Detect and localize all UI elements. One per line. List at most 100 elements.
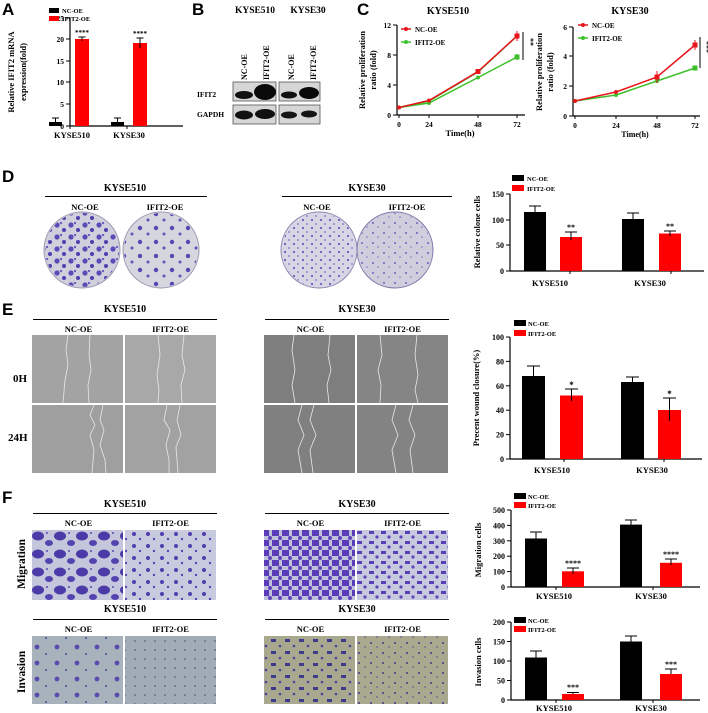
transwell-images (32, 530, 448, 704)
svg-text:NC-OE: NC-OE (528, 618, 549, 625)
svg-text:Migration: Migration (16, 538, 28, 588)
svg-text:IFIT2-OE: IFIT2-OE (62, 16, 90, 23)
svg-text:2: 2 (563, 82, 567, 91)
d-col-nc-510: NC-OE (71, 202, 99, 212)
svg-text:Time(h): Time(h) (445, 128, 474, 138)
svg-text:6: 6 (563, 23, 567, 32)
d-col-nc-30: NC-OE (303, 202, 331, 212)
svg-text:150: 150 (492, 190, 504, 199)
svg-text:IFIT2: IFIT2 (197, 90, 216, 99)
colony-plates (43, 211, 434, 289)
f-mig-col-ifit2-30: IFIT2-OE (384, 518, 421, 528)
svg-text:*: * (667, 389, 672, 399)
svg-text:72: 72 (691, 121, 699, 130)
f-row-migration: Migration (16, 538, 28, 588)
d-col-ifit2-510: IFIT2-OE (146, 202, 184, 212)
f-inv-col-nc-30: NC-OE (296, 624, 325, 634)
svg-text:KYSE30: KYSE30 (635, 591, 667, 600)
svg-text:300: 300 (493, 537, 505, 546)
svg-text:0: 0 (387, 111, 391, 120)
svg-text:100: 100 (493, 657, 505, 666)
legend-a-ifit2-swatch (49, 16, 59, 21)
svg-text:0: 0 (500, 455, 504, 464)
svg-text:KYSE510: KYSE510 (536, 591, 572, 600)
svg-text:Relative proliferation: Relative proliferation (534, 33, 544, 111)
svg-text:15: 15 (57, 57, 65, 66)
svg-text:KYSE510: KYSE510 (536, 703, 572, 713)
svg-text:KYSE30: KYSE30 (636, 465, 668, 475)
panel-label-a: A (2, 0, 15, 19)
svg-text:72: 72 (513, 120, 521, 129)
e-header-kyse30: KYSE30 (338, 304, 376, 315)
f-mig-header-kyse510: KYSE510 (103, 499, 147, 510)
svg-text:NC-OE: NC-OE (415, 26, 438, 34)
svg-text:IFIT2-OE: IFIT2-OE (528, 627, 556, 634)
bar-a-kyse30-nc (111, 122, 124, 126)
svg-text:IFIT2-OE: IFIT2-OE (528, 503, 556, 510)
svg-text:Relative IFIT2 mRNA: Relative IFIT2 mRNA (6, 31, 16, 113)
svg-text:**: ** (567, 223, 575, 232)
d-header-kyse30: KYSE30 (348, 183, 386, 194)
panel-label-f: F (2, 488, 13, 507)
e-col-ifit2-510: IFIT2-OE (152, 324, 189, 334)
svg-text:80: 80 (496, 357, 504, 366)
d-col-ifit2-30: IFIT2-OE (388, 202, 426, 212)
chart-a-bars: **** **** KYSE510 KYSE30 NC-OE IFIT2-OE … (6, 8, 148, 140)
svg-text:**: ** (666, 222, 674, 231)
f-inv-col-ifit2-30: IFIT2-OE (384, 624, 421, 634)
svg-text:20: 20 (496, 431, 504, 440)
d-header-kyse510: KYSE510 (103, 183, 147, 194)
line-c2-nc (574, 44, 696, 102)
panel-label-d: D (2, 167, 15, 186)
f-inv-col-nc-510: NC-OE (64, 624, 93, 634)
svg-text:Relative proliferation: Relative proliferation (357, 31, 367, 109)
svg-text:KYSE510: KYSE510 (54, 130, 90, 140)
wb-header-kyse30: KYSE30 (290, 6, 326, 16)
svg-text:200: 200 (493, 552, 505, 561)
line-c2-ifit2 (574, 67, 696, 102)
svg-text:KYSE30: KYSE30 (611, 6, 648, 17)
svg-text:0: 0 (397, 120, 401, 129)
svg-text:***: *** (665, 660, 677, 669)
f-mig-col-nc-30: NC-OE (296, 518, 325, 528)
e-col-nc-510: NC-OE (64, 324, 93, 334)
svg-text:20: 20 (57, 35, 65, 44)
svg-text:Migration cells: Migration cells (473, 522, 483, 577)
svg-text:0: 0 (573, 121, 577, 130)
e-row-0h: 0H (13, 373, 28, 385)
chart-e-wound: 0 20 40 60 80 100 * * KYSE510 KYSE30 Pre… (471, 320, 702, 475)
f-mig-col-ifit2-510: IFIT2-OE (152, 518, 189, 528)
f-mig-header-kyse30: KYSE30 (338, 499, 376, 510)
svg-text:0: 0 (500, 267, 504, 276)
svg-text:100: 100 (492, 216, 504, 225)
chart-f-invasion: 0 50 100 150 200 *** *** KYSE510 KYSE30 … (473, 617, 700, 713)
svg-text:*: * (569, 380, 574, 390)
svg-text:24: 24 (425, 120, 433, 129)
f-inv-col-ifit2-510: IFIT2-OE (152, 624, 189, 634)
svg-text:200: 200 (493, 618, 505, 627)
f-inv-header-kyse510: KYSE510 (103, 604, 147, 615)
svg-text:Time(h): Time(h) (621, 130, 649, 139)
svg-text:**: ** (526, 38, 535, 46)
svg-text:25: 25 (57, 14, 65, 23)
svg-text:***: *** (702, 41, 708, 53)
svg-text:****: **** (663, 550, 679, 559)
svg-text:100: 100 (493, 568, 505, 577)
svg-text:Relative colone cells: Relative colone cells (472, 195, 482, 268)
svg-text:NC-OE: NC-OE (287, 54, 296, 80)
wb-header-kyse510: KYSE510 (234, 6, 276, 16)
svg-text:IFIT2-OE: IFIT2-OE (262, 45, 271, 80)
svg-text:24: 24 (612, 121, 620, 130)
svg-text:48: 48 (653, 121, 661, 130)
svg-text:40: 40 (496, 406, 504, 415)
svg-text:ratio (fold): ratio (fold) (545, 52, 555, 92)
wound-healing-images (32, 335, 448, 474)
svg-text:4: 4 (563, 52, 567, 61)
bar-a-kyse510-nc (49, 122, 62, 126)
svg-text:NC-OE: NC-OE (527, 176, 548, 183)
svg-text:IFIT2-OE: IFIT2-OE (528, 331, 556, 338)
svg-text:0: 0 (563, 112, 567, 121)
svg-text:50: 50 (497, 677, 505, 686)
bar-a-kyse30-ifit2 (133, 43, 147, 126)
svg-text:***: *** (567, 683, 579, 692)
